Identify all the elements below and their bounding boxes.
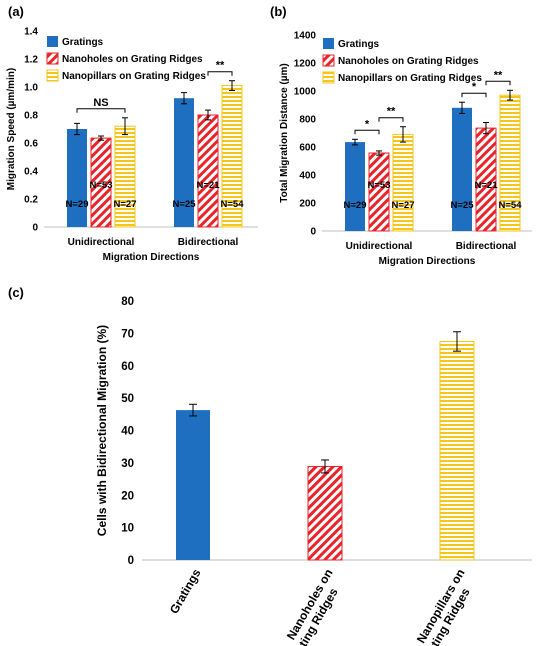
y-tick-label: 1000 [294, 87, 317, 98]
legend-label: Nanopillars on Grating Ridges [62, 71, 206, 82]
y-tick-label: 30 [121, 458, 134, 470]
category-label-line: Gratings [167, 566, 204, 616]
significance-label: ** [494, 69, 503, 81]
y-tick-label: 60 [121, 361, 134, 373]
significance-bracket [485, 80, 511, 86]
significance-bracket [354, 129, 380, 135]
legend-label: Gratings [338, 39, 380, 50]
legend-swatch-1 [46, 52, 59, 65]
n-label: N=53 [90, 180, 113, 191]
y-tick-label: 0 [32, 223, 38, 234]
legend-swatch-0 [47, 36, 58, 47]
significance-bracket [76, 108, 126, 113]
legend-label: Gratings [62, 37, 104, 48]
y-tick-label: 0.6 [24, 139, 38, 150]
legend-swatch-1 [322, 54, 335, 67]
n-label: N=29 [66, 199, 89, 210]
significance-label: ** [387, 106, 396, 118]
panel-a-speed-chart: (a) 0 0.2 0.4 0.6 0.8 1.0 1.2 1.4 Migration Speed… [6, 4, 258, 263]
significance-label: NS [93, 97, 108, 109]
y-tick-label: 20 [121, 490, 134, 502]
n-label: N=29 [344, 200, 367, 211]
y-tick-label: 1.0 [24, 83, 38, 94]
y-tick-label: 1200 [294, 59, 317, 70]
n-label: N=25 [173, 199, 197, 210]
panel-label: (b) [270, 4, 287, 19]
y-tick-label: 1400 [294, 31, 317, 42]
y-tick-label: 0.2 [24, 195, 38, 206]
y-tick-label: 0.4 [24, 167, 38, 178]
y-tick-label: 0 [128, 555, 134, 567]
y-tick-label: 0.8 [24, 111, 38, 122]
y-tick-label: 0 [310, 227, 316, 238]
n-label: N=21 [475, 180, 499, 191]
y-axis-label: Total Migration Distance (µm) [279, 63, 290, 202]
y-axis-label: Cells with Bidirectional Migration (%) [95, 325, 109, 536]
bar-1-1 [197, 114, 219, 228]
legend-label: Nanopillars on Grating Ridges [338, 73, 482, 84]
panel-c-bidirectional-chart: (c) 0 10 20 30 40 50 60 70 80 Cells with Bidirecti… [8, 285, 532, 646]
y-tick-label: 40 [121, 426, 134, 438]
category-label: Bidirectional [456, 241, 517, 252]
category-label: Bidirectional [178, 237, 239, 248]
n-label: N=27 [114, 199, 137, 210]
legend-label: Nanoholes on Grating Ridges [62, 54, 203, 65]
legend-swatch-0 [323, 38, 334, 49]
bar-0 [176, 410, 210, 560]
y-tick-label: 800 [299, 115, 316, 126]
n-label: N=53 [368, 180, 391, 191]
n-label: N=54 [221, 199, 245, 210]
bar-0-0 [67, 129, 87, 227]
legend-label: Nanoholes on Grating Ridges [338, 56, 479, 67]
bar-0-1 [452, 107, 472, 231]
y-tick-label: 50 [121, 393, 134, 405]
category-label: Unidirectional [346, 241, 413, 252]
n-label: N=21 [197, 180, 221, 191]
bar-1 [307, 465, 343, 561]
bar-2-0 [392, 133, 414, 232]
bar-2 [439, 340, 475, 561]
y-tick-label: 600 [299, 143, 316, 154]
y-axis-label: Migration Speed (µm/min) [6, 68, 17, 190]
significance-bracket [207, 71, 233, 76]
significance-bracket [461, 92, 487, 98]
panel-b-distance-chart: (b) 0 200 400 600 800 1000 1200 1400 Total Migrat… [270, 4, 532, 267]
significance-label: * [472, 81, 477, 93]
bar-0-1 [174, 98, 194, 227]
category-label: Gratings [167, 566, 204, 616]
significance-label: * [365, 118, 370, 130]
y-tick-label: 10 [121, 523, 134, 535]
bar-0-0 [345, 142, 365, 231]
significance-bracket [378, 117, 404, 122]
y-tick-label: 400 [299, 171, 316, 182]
category-label: Nanoholes onGrating Ridges [273, 567, 347, 646]
x-axis-label: Migration Directions [379, 256, 476, 267]
y-tick-label: 200 [299, 199, 316, 210]
panel-label: (c) [8, 285, 24, 300]
y-tick-label: 1.2 [24, 55, 38, 66]
y-tick-label: 1.4 [24, 27, 38, 38]
significance-label: ** [216, 60, 225, 72]
n-label: N=27 [392, 200, 415, 211]
n-label: N=54 [499, 200, 523, 211]
x-axis-label: Migration Directions [103, 252, 200, 263]
bar-2-0 [114, 125, 136, 228]
y-tick-label: 80 [121, 296, 134, 308]
bar-1-0 [368, 152, 390, 232]
legend-swatch-2 [46, 69, 59, 82]
y-tick-label: 70 [121, 328, 134, 340]
category-label: Unidirectional [68, 237, 135, 248]
legend-swatch-2 [322, 71, 335, 84]
n-label: N=25 [451, 200, 475, 211]
category-label: Nanopillars onGrating Ridges [405, 567, 479, 646]
panel-label: (a) [8, 4, 24, 19]
